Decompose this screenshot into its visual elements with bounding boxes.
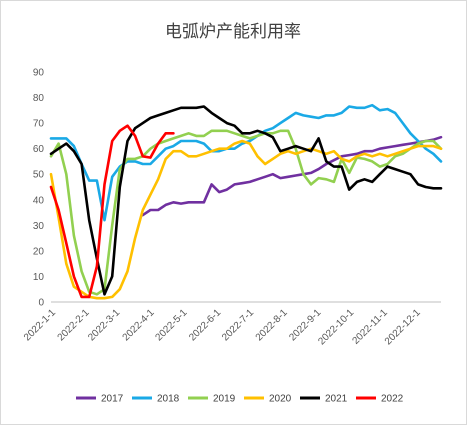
legend-label-2021: 2021 — [325, 394, 348, 405]
x-tick-label: 2022-12-1 — [383, 307, 423, 347]
y-tick-label: 30 — [33, 221, 45, 232]
series-line-2017 — [141, 135, 443, 217]
x-tick-label: 2022-2-1 — [56, 307, 92, 343]
legend: 2017 2018 2019 2020 2021 2022 — [76, 394, 404, 405]
x-tick-label: 2022-8-1 — [254, 307, 290, 343]
y-tick-label: 20 — [33, 246, 45, 257]
legend-label-2017: 2017 — [101, 394, 124, 405]
x-tick-label: 2022-1-1 — [22, 307, 58, 343]
x-tick-label: 2022-4-1 — [121, 307, 157, 343]
y-tick-label: 40 — [33, 195, 45, 206]
x-tick-label: 2022-3-1 — [86, 307, 122, 343]
series-line-2019 — [49, 129, 443, 296]
x-tick-label: 2022-10-1 — [316, 307, 356, 347]
y-tick-label: 0 — [38, 298, 44, 309]
y-tick-label: 90 — [33, 68, 45, 79]
x-tick-label: 2022-6-1 — [187, 307, 223, 343]
legend-label-2018: 2018 — [157, 394, 180, 405]
series-line-2020 — [49, 139, 443, 300]
y-tick-label: 50 — [33, 170, 45, 181]
legend-label-2019: 2019 — [213, 394, 236, 405]
x-tick-label: 2022-7-1 — [220, 307, 256, 343]
chart-title: 电弧炉产能利用率 — [165, 22, 301, 42]
legend-label-2020: 2020 — [269, 394, 292, 405]
x-tick-label: 2022-5-1 — [154, 307, 190, 343]
legend-label-2022: 2022 — [381, 394, 404, 405]
series-line-2021 — [49, 105, 443, 296]
y-tick-label: 80 — [33, 93, 45, 104]
y-tick-label: 10 — [33, 272, 45, 283]
series-line-2022 — [49, 124, 175, 299]
y-tick-label: 60 — [33, 144, 45, 155]
y-tick-label: 70 — [33, 119, 45, 130]
series-layer — [49, 103, 443, 300]
